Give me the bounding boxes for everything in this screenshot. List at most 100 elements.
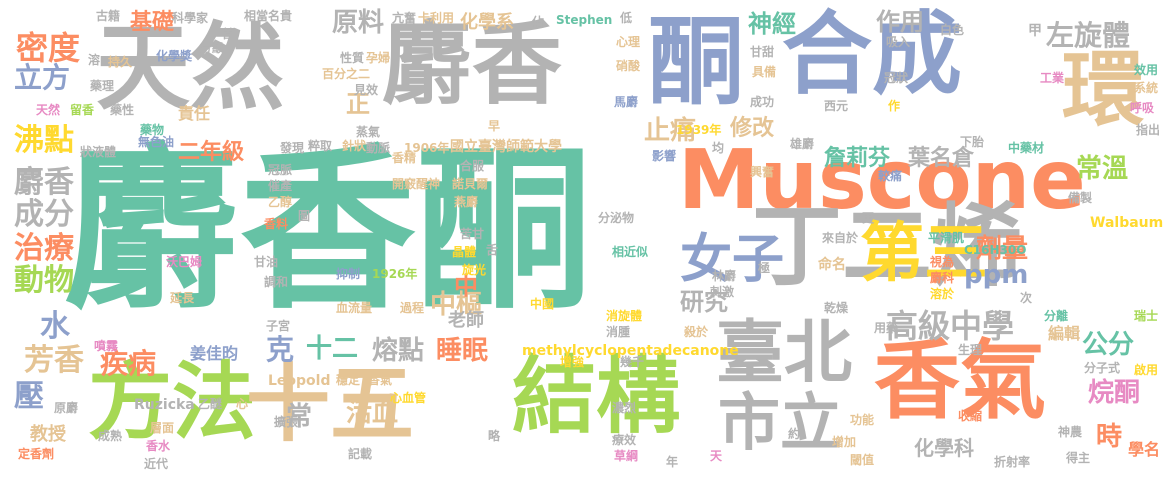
word: 發現: [280, 141, 305, 155]
word: 成分: [14, 197, 74, 232]
word: 1939年: [676, 123, 722, 137]
word: 沸點: [14, 123, 74, 158]
word: Stephen: [556, 13, 613, 27]
word: 延長: [170, 291, 195, 305]
word: 教授: [30, 424, 66, 445]
word: 增強: [560, 355, 585, 369]
word: 乙醚: [198, 397, 223, 411]
word: 開竅醒神: [392, 177, 441, 191]
word: 沃巴姆: [166, 255, 203, 269]
word: 影響: [652, 149, 677, 163]
word: 溶: [88, 53, 101, 67]
word: 噴霧: [94, 339, 119, 353]
word: 雄麝: [790, 137, 815, 151]
word: 指出: [1136, 123, 1161, 137]
word: 層面: [150, 421, 175, 435]
word: 見效: [354, 83, 379, 97]
word: 近代: [144, 457, 169, 471]
word: 中國: [530, 297, 555, 311]
word: 子宮: [266, 319, 291, 333]
word: 針狀: [342, 139, 367, 153]
word: 甘油: [254, 255, 279, 269]
word: 效用: [1134, 63, 1159, 77]
word: 命名: [818, 257, 846, 273]
word: 首: [222, 27, 235, 41]
word: 熔點: [372, 336, 425, 366]
word: 下胎: [960, 135, 985, 149]
word: 來自於: [822, 231, 859, 245]
word: 葉名倉: [908, 146, 975, 171]
word: 幾千: [620, 355, 645, 369]
word: 劑量: [976, 234, 1029, 264]
word: 吸入: [886, 35, 911, 49]
word: 時: [1096, 422, 1123, 452]
word: 興奮: [750, 165, 775, 179]
word: 粹取: [308, 139, 333, 153]
word: 冠狀: [884, 71, 909, 85]
word: 血流量: [336, 301, 373, 315]
word: 卡利用: [418, 11, 455, 25]
word: 草綱: [614, 449, 639, 463]
word: 早: [488, 119, 501, 133]
word: 天然: [96, 14, 285, 123]
word: 國立臺灣師範大學: [450, 139, 562, 155]
word: 化學獎: [156, 49, 193, 63]
word: 止痛: [644, 116, 697, 146]
word: 極: [758, 261, 771, 275]
word: 藥性: [110, 103, 135, 117]
word: 穩定: [336, 373, 361, 387]
word: 麝科: [930, 271, 955, 285]
word: ppm: [964, 260, 1029, 290]
word: 中: [454, 272, 478, 300]
word: 乙醇: [268, 195, 293, 209]
word: 馬麝: [614, 95, 639, 109]
word: 香精: [392, 151, 417, 165]
word: 擴張: [274, 415, 299, 429]
word: 溶於: [930, 287, 955, 301]
word: 心: [236, 397, 249, 411]
word: 左旋體: [1046, 19, 1131, 52]
word: 生理: [958, 343, 983, 357]
word: 原麝: [54, 401, 79, 415]
word: 瑞士: [1134, 309, 1159, 323]
word: 年: [666, 455, 679, 469]
word: 市立: [718, 386, 843, 459]
word: 硝酸: [616, 59, 641, 73]
word: 林麝: [712, 269, 737, 283]
word: 姜佳昀: [190, 344, 239, 363]
word: 香氣: [874, 331, 1046, 431]
word: 藥物: [140, 123, 165, 137]
word: 壓: [14, 379, 44, 414]
word: 睡眠: [436, 336, 489, 366]
word: 常: [286, 402, 313, 432]
word: 乾燥: [824, 301, 849, 315]
word: 藥理: [90, 79, 115, 93]
word: 舌: [486, 243, 499, 257]
word: 甲: [1028, 23, 1042, 39]
word: 呼吸: [1130, 101, 1155, 115]
word: 麝香: [382, 12, 562, 117]
word: 略: [488, 429, 501, 443]
word: 合成: [782, 2, 962, 107]
word: 啟用: [1134, 363, 1159, 377]
word: 疾病: [100, 347, 157, 380]
word: 常溫: [1076, 154, 1129, 184]
word: 殺於: [684, 325, 709, 339]
word: 過程: [400, 301, 425, 315]
word: 分離: [1044, 309, 1069, 323]
word: 工業: [1040, 71, 1065, 85]
word: 作: [888, 99, 901, 113]
word: 十二: [306, 334, 359, 364]
word: 老師: [448, 310, 484, 331]
word: 功能: [850, 413, 875, 427]
word: 研究: [680, 288, 728, 316]
word: Walbaum: [1090, 215, 1164, 231]
word: 臺北: [716, 314, 853, 393]
word: 折射率: [994, 455, 1031, 469]
word: 女子: [680, 230, 785, 290]
word: 動脈: [366, 141, 391, 155]
word: 1926年: [372, 267, 418, 281]
word: 成熟: [98, 429, 123, 443]
word: 化學系: [460, 12, 514, 33]
